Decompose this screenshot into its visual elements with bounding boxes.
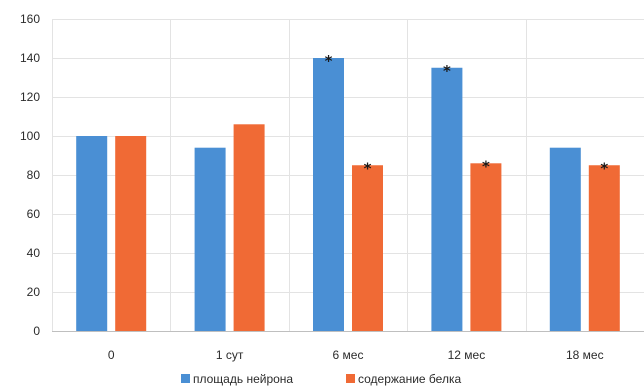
y-tick-label: 160 [20, 12, 40, 26]
bar-series [76, 58, 620, 331]
x-tick-label: 18 мес [566, 348, 604, 362]
bar-neuron-area [194, 147, 226, 331]
y-tick-label: 120 [20, 90, 40, 104]
x-tick-label: 6 мес [333, 348, 364, 362]
x-tick-label: 12 мес [448, 348, 486, 362]
bar-protein-content [233, 124, 265, 331]
x-axis: 0 1 сут 6 мес 12 мес 18 мес [108, 348, 604, 362]
significance-star: * [482, 157, 490, 175]
grid-lines [52, 19, 644, 332]
bar-neuron-area [549, 147, 581, 331]
legend-label-protein-content: содержание белка [358, 372, 461, 386]
y-tick-label: 20 [27, 285, 41, 299]
bar-protein-content [115, 136, 147, 331]
significance-markers: * * * * * [325, 52, 609, 177]
y-axis: 0 20 40 60 80 100 120 140 160 [20, 12, 40, 338]
y-tick-label: 100 [20, 129, 40, 143]
y-tick-label: 60 [27, 207, 41, 221]
bar-protein-content [588, 165, 620, 331]
bar-neuron-area [431, 67, 463, 331]
significance-star: * [325, 52, 333, 70]
bar-protein-content [352, 165, 383, 331]
bar-neuron-area [76, 136, 108, 331]
y-tick-label: 40 [27, 246, 41, 260]
bar-protein-content [470, 163, 502, 331]
y-tick-label: 0 [33, 324, 40, 338]
legend: площадь нейрона содержание белка [181, 372, 461, 386]
x-tick-label: 0 [108, 348, 115, 362]
y-tick-label: 80 [27, 168, 41, 182]
x-tick-label: 1 сут [216, 348, 244, 362]
significance-star: * [443, 62, 451, 80]
significance-star: * [600, 159, 608, 177]
legend-label-neuron-area: площадь нейрона [193, 372, 293, 386]
y-tick-label: 140 [20, 51, 40, 65]
legend-swatch-neuron-area [181, 374, 190, 383]
bar-neuron-area [313, 58, 344, 331]
legend-swatch-protein-content [346, 374, 355, 383]
significance-star: * [364, 159, 372, 177]
